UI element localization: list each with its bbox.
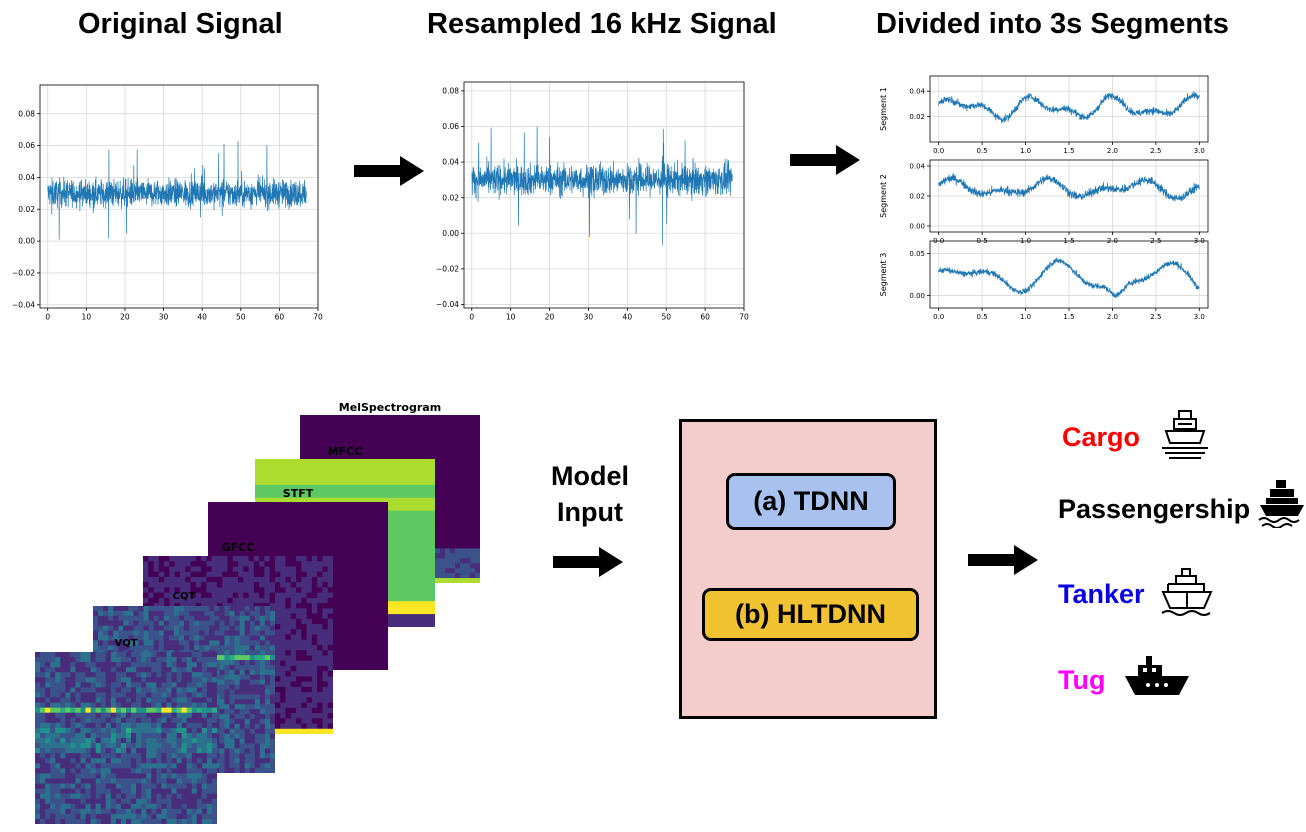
y-tick-label: 0.00: [18, 237, 35, 246]
plot-frame: [39, 84, 319, 309]
plot-frame: [463, 81, 745, 309]
x-tick-label: 3.0: [1194, 147, 1205, 155]
x-tick-label: 20: [120, 313, 130, 322]
y-tick-label: −0.04: [436, 300, 459, 309]
y-tick-label: 0.04: [442, 158, 459, 167]
x-tick-label: 0: [469, 313, 474, 322]
spectrogram-image: [35, 652, 217, 824]
arrow-icon: [968, 545, 1038, 575]
model-input-line2: Input: [557, 497, 623, 527]
x-tick-label: 60: [700, 313, 710, 322]
arrow-icon: [354, 156, 424, 186]
grid: [930, 76, 1208, 142]
x-tick-label: 0: [45, 313, 50, 322]
tug-boat-icon: [1125, 656, 1189, 695]
spectrogram-title: GFCC: [221, 541, 255, 554]
grid: [930, 241, 1208, 308]
x-tick-label: 0.5: [977, 147, 988, 155]
segment-2-chart: 0.0 0.5 1.0 1.5 2.0 2.5 3.00.000.020.04Segment…: [879, 159, 1209, 245]
passenger-ship-icon: [1258, 480, 1304, 528]
x-tick-label: 50: [661, 313, 671, 322]
x-tick-label: 3.0: [1194, 313, 1205, 321]
class-label-tanker: Tanker: [1058, 579, 1145, 609]
original-signal-title: Original Signal: [78, 8, 283, 40]
y-tick-label: 0.06: [442, 122, 459, 131]
spectrogram-title: VQT: [114, 638, 138, 649]
y-tick-label: 0.02: [909, 192, 925, 200]
y-tick-label: 0.00: [909, 292, 925, 300]
signal-line: [471, 126, 733, 245]
y-tick-label: 0.08: [18, 109, 35, 118]
y-tick-label: 0.04: [18, 173, 35, 182]
x-tick-label: 30: [584, 313, 594, 322]
y-axis-label: Segment 1: [879, 87, 888, 131]
y-tick-label: 0.00: [442, 229, 459, 238]
x-tick-label: 10: [82, 313, 92, 322]
arrow-icon: [553, 547, 623, 577]
model-input-line1: Model: [551, 461, 629, 491]
arrow-icon: [790, 145, 860, 175]
x-tick-label: 0.0: [933, 147, 944, 155]
y-tick-label: −0.04: [12, 300, 35, 309]
y-tick-label: −0.02: [436, 264, 459, 273]
x-tick-label: 2.5: [1150, 147, 1161, 155]
x-tick-label: 0.5: [977, 313, 988, 321]
resampled-signal-title: Resampled 16 kHz Signal: [427, 8, 777, 40]
spectrogram-title: STFT: [282, 487, 314, 500]
x-tick-label: 2.0: [1107, 147, 1118, 155]
x-tick-label: 2.5: [1150, 313, 1161, 321]
x-tick-label: 20: [545, 313, 555, 322]
segment-1-chart: 0.0 0.5 1.0 1.5 2.0 2.5 3.0 0.02 0.04 Segment 1: [879, 75, 1209, 155]
original-signal-chart: 0 10 20 30 40 50 60 70 −0.04 −0.02 0.00 0.02 0.04 0.0…: [12, 84, 323, 322]
x-tick-label: 40: [197, 313, 207, 322]
y-tick-label: 0.02: [18, 205, 35, 214]
hltdnn-model: (b) HLTDNN: [702, 588, 919, 641]
cargo-ship-icon: [1162, 410, 1208, 459]
x-tick-label: 1.0: [1020, 313, 1031, 321]
y-tick-label: 0.00: [909, 222, 925, 230]
class-label-cargo: Cargo: [1062, 422, 1141, 452]
tanker-ship-icon: [1161, 568, 1213, 616]
signal-line: [938, 91, 1200, 124]
x-tick-label: 60: [275, 313, 285, 322]
model-input-label: Model Input: [540, 458, 640, 530]
spectrogram-title: MFCC: [327, 445, 363, 458]
x-tick-label: 50: [236, 313, 246, 322]
segment-3-chart: 0.0 0.5 1.0 1.5 2.0 2.5 3.0 0.00 0.05 Segment 3: [879, 240, 1209, 321]
spectrogram-title: CQT: [172, 591, 196, 602]
signal-line: [938, 257, 1200, 299]
tdnn-model: (a) TDNN: [726, 473, 896, 530]
x-tick-label: 1.0: [1020, 147, 1031, 155]
resampled-signal-chart: 0 10 20 30 40 50 60 70 −0.04 −0.02 0.00 0.02 0.04 0.0…: [436, 81, 749, 322]
y-tick-label: 0.04: [909, 162, 925, 170]
y-tick-label: 0.08: [442, 87, 459, 96]
x-tick-label: 70: [313, 313, 323, 322]
x-tick-label: 2.0: [1107, 313, 1118, 321]
y-axis-label: Segment 3: [879, 253, 888, 297]
model-box: (a) TDNN (b) HLTDNN: [679, 419, 937, 719]
grid: [464, 82, 745, 308]
signal-line: [47, 140, 307, 240]
x-tick-label: 10: [506, 313, 516, 322]
class-label-passengership: Passengership: [1058, 494, 1251, 524]
class-label-tug: Tug: [1058, 665, 1106, 695]
y-tick-label: 0.04: [909, 88, 925, 96]
x-tick-label: 1.5: [1063, 147, 1074, 155]
y-tick-label: 0.06: [18, 141, 35, 150]
y-tick-label: −0.02: [12, 269, 35, 278]
x-tick-label: 1.5: [1063, 313, 1074, 321]
x-tick-label: 40: [623, 313, 633, 322]
signal-line: [938, 173, 1200, 202]
y-tick-label: 0.02: [442, 193, 459, 202]
y-tick-label: 0.02: [909, 113, 925, 121]
x-tick-label: 0.0: [933, 313, 944, 321]
y-tick-label: 0.05: [909, 250, 925, 258]
y-axis-label: Segment 2: [879, 174, 888, 218]
x-tick-label: 70: [739, 313, 749, 322]
spectrogram-title: MelSpectrogram: [338, 401, 442, 414]
x-tick-label: 30: [159, 313, 169, 322]
segments-title: Divided into 3s Segments: [876, 8, 1229, 40]
